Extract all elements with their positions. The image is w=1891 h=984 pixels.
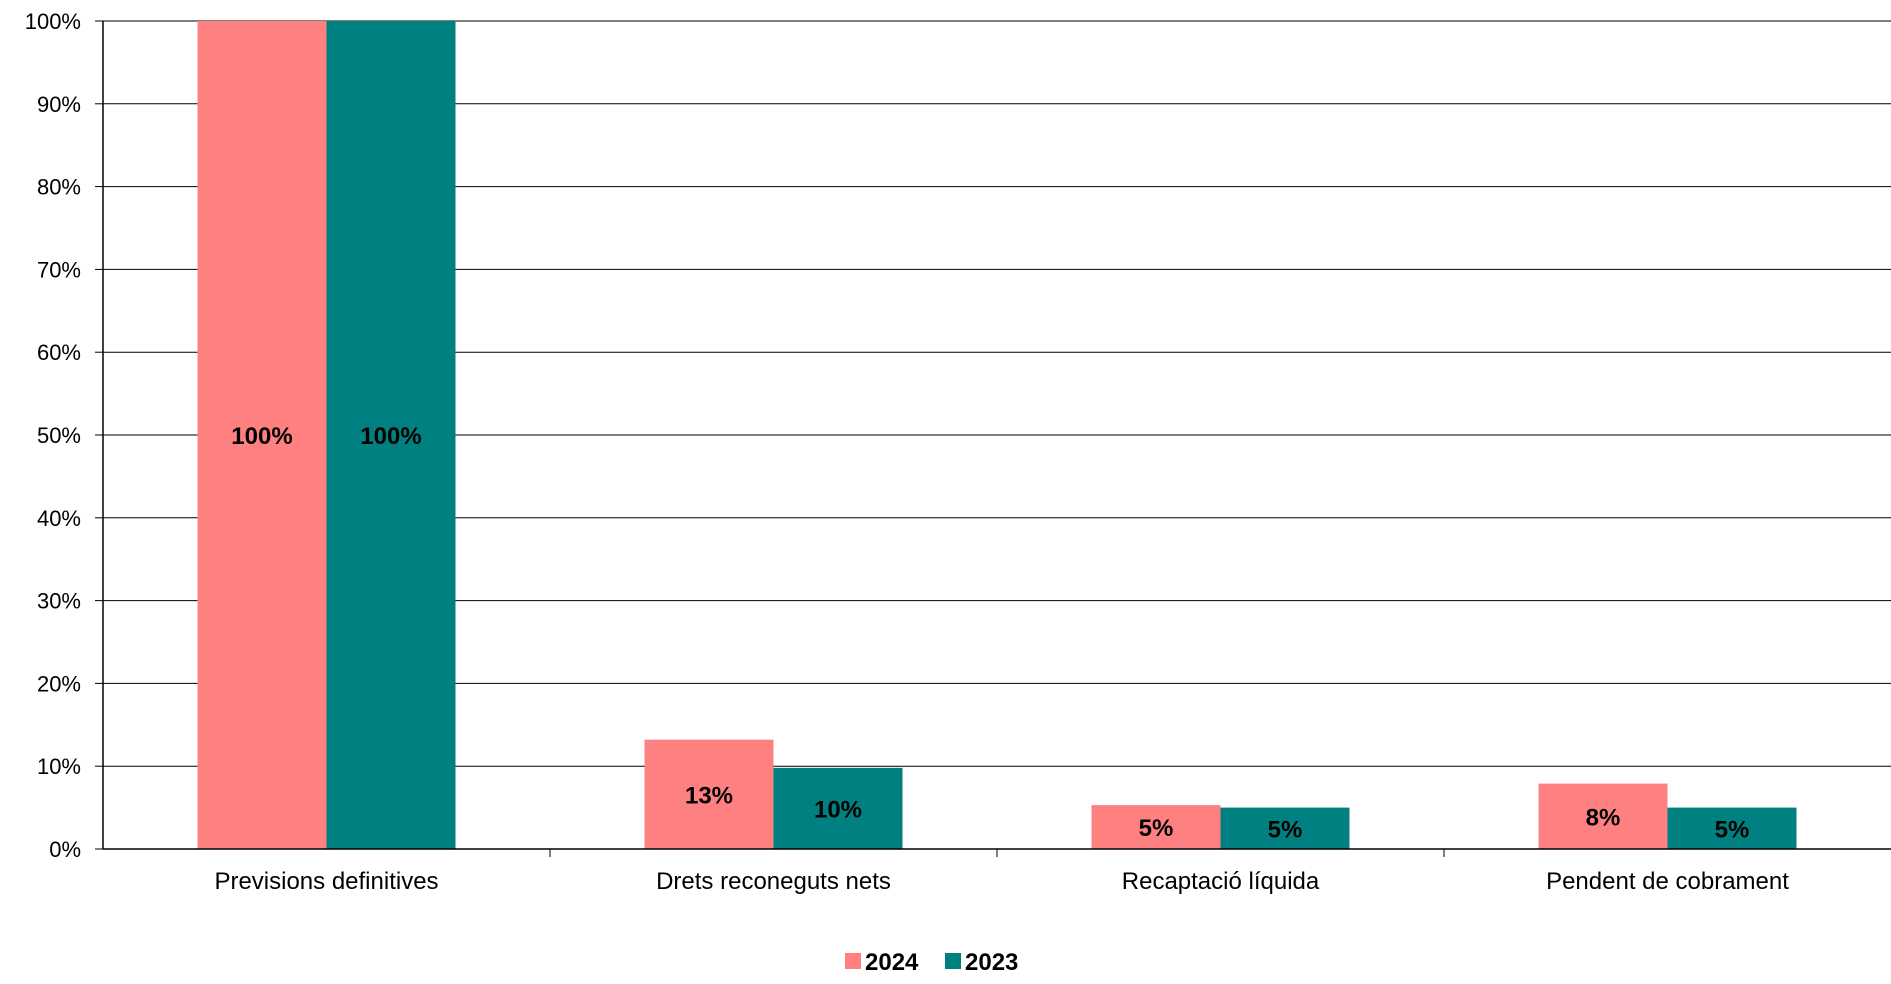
data-label: 13% (685, 782, 733, 809)
legend-label-2023: 2023 (965, 949, 1018, 976)
y-tick-label: 20% (37, 671, 81, 696)
legend-swatch-2023 (945, 953, 961, 969)
bar-2024-1 (644, 739, 774, 849)
y-tick-label: 0% (49, 837, 81, 862)
bar-2023-1 (773, 767, 903, 849)
x-category-label: Recaptació líquida (1122, 868, 1320, 895)
y-tick-label: 50% (37, 423, 81, 448)
bar-2024-3 (1538, 783, 1668, 849)
bar-2023-0 (326, 21, 456, 849)
data-label: 100% (231, 423, 292, 450)
bars (197, 21, 1797, 849)
bar-2023-2 (1220, 807, 1350, 849)
x-category-label: Pendent de cobrament (1546, 868, 1789, 895)
legend-swatch-2024 (845, 953, 861, 969)
legend: 2024 2023 (845, 949, 1018, 976)
y-tick-label: 70% (37, 257, 81, 282)
data-label: 8% (1586, 804, 1621, 831)
data-label: 100% (360, 423, 421, 450)
data-label: 10% (814, 796, 862, 823)
data-label: 5% (1268, 816, 1303, 843)
y-tick-label: 10% (37, 754, 81, 779)
y-tick-label: 100% (25, 9, 81, 34)
y-tick-label: 40% (37, 506, 81, 531)
x-category-label: Previsions definitives (214, 868, 438, 895)
y-tick-label: 80% (37, 175, 81, 200)
y-tick-label: 30% (37, 589, 81, 614)
y-tick-label: 60% (37, 340, 81, 365)
axes: 0% 10% 20% 30% 40% 50% 60% 70% 80% 90% 100% Previsi… (25, 9, 1891, 895)
y-tick-label: 90% (37, 92, 81, 117)
bar-2024-0 (197, 21, 327, 849)
data-labels: 100% 100% 13% 10% 5% 5% 8% 5% (231, 423, 1749, 843)
legend-label-2024: 2024 (865, 949, 919, 976)
data-label: 5% (1139, 815, 1174, 842)
bar-2023-3 (1667, 807, 1797, 849)
x-category-label: Drets reconeguts nets (656, 868, 891, 895)
bar-2024-2 (1091, 805, 1221, 849)
data-label: 5% (1715, 816, 1750, 843)
